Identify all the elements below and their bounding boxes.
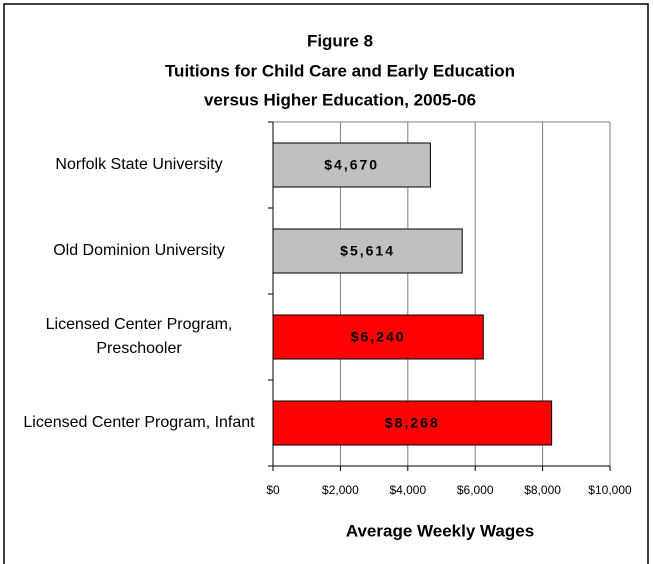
- frame: [3, 3, 649, 564]
- value-label: $4,670: [324, 157, 379, 173]
- value-label: $5,614: [340, 243, 395, 259]
- y-tick-label: Old Dominion University: [53, 242, 225, 259]
- chart-title: versus Higher Education, 2005-06: [204, 90, 476, 109]
- x-tick-label: $10,000: [588, 483, 632, 497]
- x-tick-label: $4,000: [389, 483, 426, 497]
- bar: [272, 314, 484, 360]
- x-tick-label: $6,000: [457, 483, 494, 497]
- x-tick-label: $2,000: [322, 483, 359, 497]
- bar: [272, 142, 431, 188]
- y-tick-label: Licensed Center Program, Preschooler: [45, 316, 233, 357]
- value-label: $8,268: [385, 415, 440, 431]
- chart-title: Figure 8: [307, 31, 373, 50]
- bar: [272, 228, 463, 274]
- bar: [272, 400, 553, 446]
- y-tick-label: Licensed Center Program, Infant: [23, 414, 255, 431]
- x-axis-label: Average Weekly Wages: [346, 521, 534, 540]
- y-tick-label: Norfolk State University: [55, 156, 223, 173]
- x-tick-label: $8,000: [524, 483, 561, 497]
- value-label: $6,240: [351, 329, 406, 345]
- chart-title: Tuitions for Child Care and Early Educat…: [165, 61, 515, 80]
- x-tick-label: $0: [266, 483, 280, 497]
